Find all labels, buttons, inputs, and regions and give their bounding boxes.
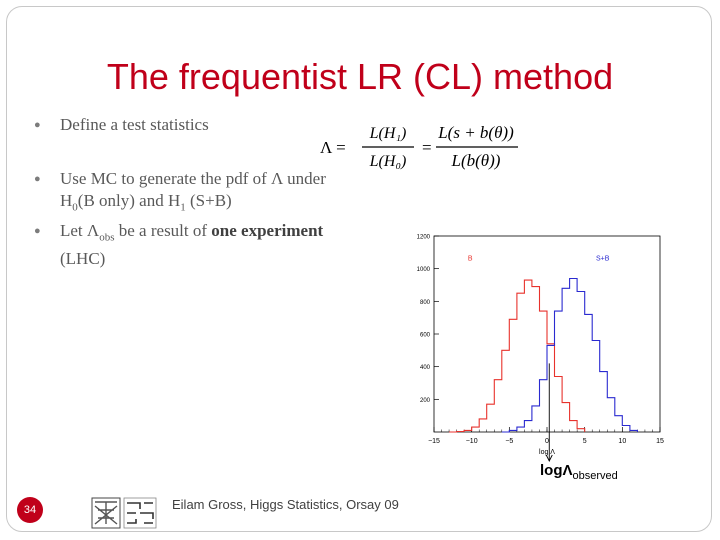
- bullet-3-text: Let Λobs be a result of one experiment (…: [60, 220, 323, 270]
- y-tick-label: 1000: [417, 267, 431, 273]
- bullet-dot-icon: ●: [34, 119, 41, 131]
- loglambda-histogram-chart: −15 −10 −5 0 5 10 15 200 400 600 800 1000 1200 log Λ B…: [417, 235, 664, 462]
- x-axis-label: log Λ: [539, 449, 555, 456]
- series-label-sb: S+B: [596, 256, 610, 263]
- formula-den2: L(b(θ)): [451, 151, 501, 170]
- footer-text: Eilam Gross, Higgs Statistics, Orsay 09: [172, 497, 399, 512]
- y-tick-label: 400: [420, 365, 431, 371]
- bullet-3-line-2: (LHC): [60, 249, 106, 269]
- x-tick-label: 15: [656, 438, 664, 445]
- series-line-sb: [501, 277, 638, 433]
- x-tick-label: −15: [428, 438, 440, 445]
- bullet-1-text: Define a test statistics: [60, 115, 209, 134]
- slide-title: The frequentist LR (CL) method: [106, 56, 614, 97]
- x-tick-label: −10: [466, 438, 478, 445]
- x-tick-label: 10: [618, 438, 626, 445]
- bullet-2-line-2: H0(B only) and H1 (S+B): [60, 191, 232, 214]
- y-tick-label: 200: [420, 398, 431, 404]
- formula-eq: =: [422, 138, 432, 157]
- formula-num1: L(H₁): [369, 125, 407, 142]
- formula-lhs: Λ =: [320, 138, 346, 157]
- institute-logo-icon: [91, 497, 157, 529]
- bullet-2-line-1: Use MC to generate the pdf of Λ under: [60, 169, 326, 188]
- bullet-2-text: Use MC to generate the pdf of Λ under H0…: [60, 168, 326, 218]
- y-tick-label: 1200: [417, 235, 431, 241]
- observed-arrow-icon: [545, 454, 553, 462]
- series-label-b: B: [468, 256, 473, 263]
- slide-frame: [6, 6, 712, 532]
- bullet-dot-icon: ●: [34, 225, 41, 237]
- formula-den1: L(H₀): [369, 153, 407, 170]
- likelihood-ratio-formula: Λ = L(H₁) L(H₀) = L(s + b(θ)) L(b(θ)): [320, 123, 518, 170]
- bullet-dot-icon: ●: [34, 173, 41, 185]
- x-tick-label: 5: [583, 438, 587, 445]
- bullet-3-line-1: Let Λobs be a result of one experiment: [60, 221, 324, 244]
- x-tick-label: 0: [545, 438, 549, 445]
- series-line-b: [449, 279, 586, 433]
- y-tick-label: 800: [420, 300, 431, 306]
- y-tick-label: 600: [420, 333, 431, 339]
- formula-num2: L(s + b(θ)): [437, 123, 514, 142]
- observed-label: logΛobserved: [540, 462, 618, 482]
- page-number-badge: 34: [17, 497, 43, 523]
- x-tick-label: −5: [505, 438, 513, 445]
